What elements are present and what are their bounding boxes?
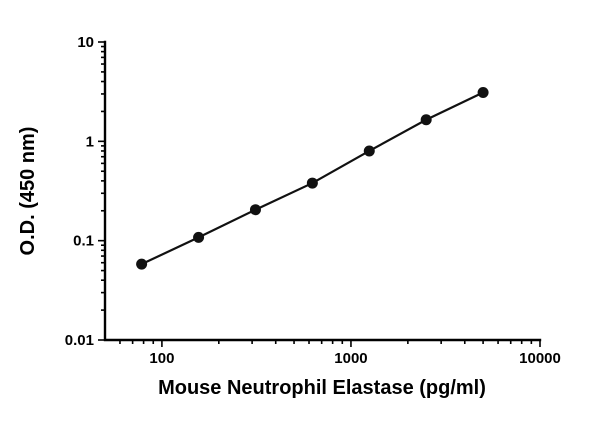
data-point-marker (420, 114, 432, 126)
x-tick-label: 10000 (519, 350, 561, 367)
y-tick-label: 0.01 (65, 332, 94, 349)
data-point-marker (306, 177, 318, 189)
data-point-marker (249, 204, 261, 216)
y-tick-label: 0.1 (73, 233, 94, 250)
y-tick-label: 1 (86, 133, 94, 150)
data-point-marker (136, 258, 148, 270)
data-point-marker (363, 145, 375, 157)
axis-lines (103, 40, 542, 342)
x-tick-label: 1000 (334, 350, 367, 367)
x-tick-label: 100 (149, 350, 174, 367)
plot-layer: 100 1000 10000 0.01 0.1 1 10 (65, 34, 561, 367)
x-axis-title: Mouse Neutrophil Elastase (pg/ml) (158, 377, 486, 399)
data-point-marker (193, 231, 205, 243)
y-axis-title: O.D. (450 nm) (17, 127, 39, 256)
y-tick-label: 10 (77, 34, 94, 51)
data-point-marker (477, 87, 489, 99)
